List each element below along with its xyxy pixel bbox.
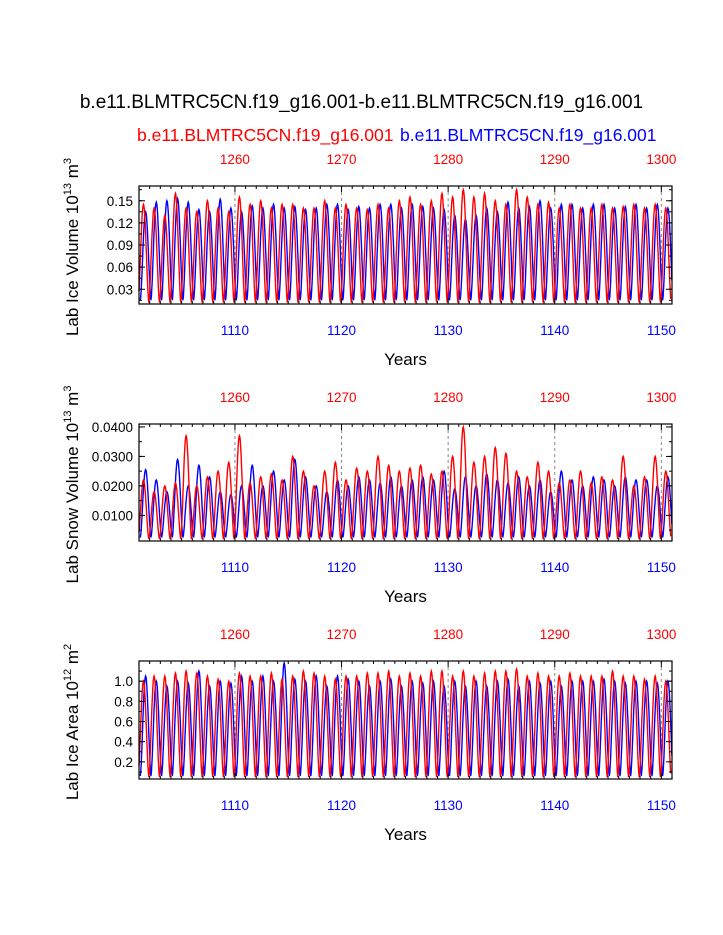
- y-tick-label: 0.6: [114, 715, 133, 730]
- y-tick-label: 0.09: [107, 238, 133, 253]
- legend-blue-label: b.e11.BLMTRC5CN.f19_g16.001: [400, 125, 657, 145]
- y-axis-label-part: 12: [62, 669, 74, 681]
- x-tick-label-bottom: 1150: [647, 560, 676, 575]
- x-tick-label-bottom: 1110: [221, 798, 249, 813]
- y-tick-label: 0.12: [107, 216, 133, 231]
- panel-1: 0.03 0.06 0.09 0.12 0.15 1110 1120 1130 1140 1150…: [62, 152, 676, 369]
- x-tick-label-bottom: 1110: [221, 323, 249, 338]
- x-tick-label-top: 1280: [433, 390, 463, 405]
- y-axis-label-part: 3: [62, 386, 74, 392]
- x-tick-label-top: 1300: [646, 627, 676, 642]
- y-axis-label: Lab Snow Volume 1013 m3: [62, 386, 82, 584]
- y-tick-label: 0.0200: [92, 479, 133, 494]
- x-tick-label-top: 1270: [327, 152, 357, 167]
- x-tick-label-top: 1290: [540, 390, 570, 405]
- y-tick-label: 0.15: [107, 194, 133, 209]
- series-red-line: [138, 187, 672, 303]
- y-tick-label: 0.8: [114, 694, 133, 709]
- y-axis-label: Lab Ice Area 1012 m2: [62, 644, 82, 800]
- legend-red-label: b.e11.BLMTRC5CN.f19_g16.001: [137, 125, 394, 145]
- x-axis-label: Years: [384, 587, 427, 606]
- y-axis-label-part: m: [63, 650, 82, 669]
- x-tick-label-top: 1260: [220, 152, 250, 167]
- chart-title: b.e11.BLMTRC5CN.f19_g16.001-b.e11.BLMTRC…: [79, 92, 644, 113]
- series-red-line: [138, 666, 672, 778]
- x-tick-label-bottom: 1120: [327, 323, 356, 338]
- y-tick-label: 0.06: [107, 260, 133, 275]
- y-axis-label-part: 2: [62, 644, 74, 650]
- y-tick-label: 0.4: [114, 735, 133, 750]
- x-tick-label-top: 1280: [433, 152, 463, 167]
- x-tick-label-top: 1260: [220, 627, 250, 642]
- y-axis-label-part: Lab Ice Volume 10: [63, 195, 82, 336]
- x-tick-label-bottom: 1120: [327, 798, 356, 813]
- panel-2: 0.0100 0.0200 0.0300 0.0400 1110 1120 1130 1140…: [62, 386, 676, 606]
- y-axis-label-part: 13: [62, 411, 74, 423]
- y-tick-label: 0.2: [114, 755, 133, 770]
- y-axis-label-part: 3: [62, 158, 74, 164]
- x-tick-label-bottom: 1140: [540, 798, 569, 813]
- x-tick-label-top: 1270: [327, 627, 357, 642]
- x-tick-label-bottom: 1120: [327, 560, 356, 575]
- y-axis-label-part: Lab Snow Volume 10: [63, 423, 82, 584]
- x-tick-label-top: 1290: [540, 152, 570, 167]
- x-tick-label-bottom: 1140: [540, 323, 569, 338]
- x-tick-label-bottom: 1150: [647, 798, 676, 813]
- y-axis-label: Lab Ice Volume 1013 m3: [62, 158, 82, 336]
- x-tick-label-bottom: 1130: [434, 798, 463, 813]
- y-axis-label-part: m: [63, 392, 82, 411]
- x-tick-label-bottom: 1110: [221, 560, 249, 575]
- x-tick-label-bottom: 1140: [540, 560, 569, 575]
- series-blue-line: [139, 660, 673, 777]
- y-tick-label: 0.0100: [92, 508, 133, 523]
- series-blue-line: [139, 196, 673, 301]
- panel-3: 0.2 0.4 0.6 0.8 1.0 1110 1120 1130 1140 1150 1260 1…: [62, 627, 676, 844]
- y-axis-label-part: Lab Ice Area 10: [63, 681, 82, 800]
- x-tick-label-top: 1300: [646, 390, 676, 405]
- x-tick-label-bottom: 1130: [434, 323, 463, 338]
- series-red-line: [138, 424, 672, 540]
- series-blue-line: [139, 457, 673, 538]
- y-tick-label: 0.0300: [92, 449, 133, 464]
- y-tick-label: 0.0400: [92, 420, 133, 435]
- x-tick-label-top: 1300: [646, 152, 676, 167]
- x-tick-label-top: 1260: [220, 390, 250, 405]
- y-tick-label: 0.03: [107, 282, 133, 297]
- x-tick-label-top: 1280: [433, 627, 463, 642]
- y-tick-label: 1.0: [114, 674, 133, 689]
- y-axis-label-part: m: [63, 164, 82, 183]
- x-tick-label-top: 1270: [327, 390, 357, 405]
- x-axis-label: Years: [384, 825, 427, 844]
- x-tick-label-bottom: 1130: [434, 560, 463, 575]
- x-tick-label-bottom: 1150: [647, 323, 676, 338]
- x-axis-label: Years: [384, 350, 427, 369]
- x-tick-label-top: 1290: [540, 627, 570, 642]
- y-axis-label-part: 13: [62, 183, 74, 195]
